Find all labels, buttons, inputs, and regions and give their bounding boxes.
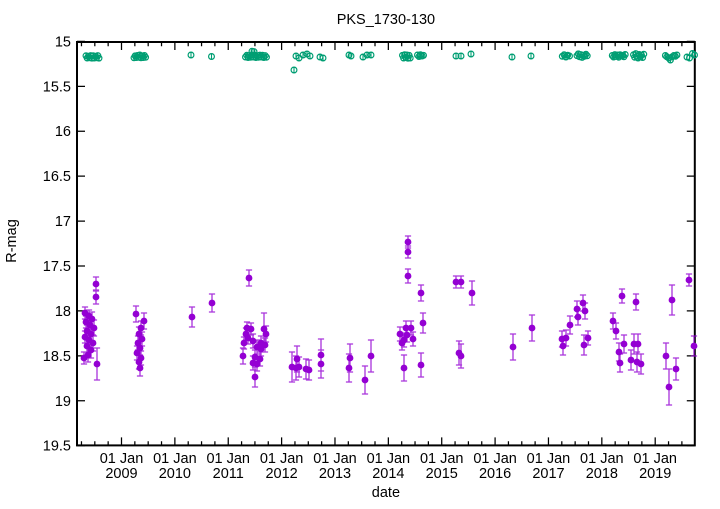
svg-text:17.5: 17.5 — [43, 259, 71, 275]
svg-text:PKS_1730-130: PKS_1730-130 — [337, 12, 435, 28]
svg-text:15: 15 — [55, 34, 71, 50]
svg-text:01 Jan: 01 Jan — [580, 451, 624, 467]
svg-text:01 Jan: 01 Jan — [527, 451, 571, 467]
svg-text:2018: 2018 — [586, 466, 618, 482]
svg-text:01 Jan: 01 Jan — [633, 451, 677, 467]
svg-text:01 Jan: 01 Jan — [367, 451, 411, 467]
svg-text:16.5: 16.5 — [43, 169, 71, 185]
svg-text:2014: 2014 — [372, 466, 404, 482]
svg-text:2009: 2009 — [105, 466, 137, 482]
svg-text:2010: 2010 — [159, 466, 191, 482]
svg-text:2015: 2015 — [426, 466, 458, 482]
svg-text:01 Jan: 01 Jan — [100, 451, 144, 467]
svg-text:18.5: 18.5 — [43, 349, 71, 365]
svg-text:01 Jan: 01 Jan — [420, 451, 464, 467]
svg-text:19: 19 — [55, 394, 71, 410]
svg-text:15.5: 15.5 — [43, 79, 71, 95]
svg-text:2011: 2011 — [213, 466, 244, 482]
svg-text:19.5: 19.5 — [43, 439, 71, 455]
svg-text:2019: 2019 — [639, 466, 671, 482]
svg-text:R-mag: R-mag — [4, 219, 20, 263]
svg-text:2012: 2012 — [265, 466, 297, 482]
svg-text:01 Jan: 01 Jan — [153, 451, 197, 467]
svg-text:01 Jan: 01 Jan — [206, 451, 250, 467]
svg-text:16: 16 — [55, 124, 71, 140]
svg-text:date: date — [372, 485, 400, 501]
svg-text:01 Jan: 01 Jan — [313, 451, 357, 467]
svg-text:17: 17 — [55, 214, 71, 230]
svg-text:18: 18 — [55, 304, 71, 320]
svg-text:2016: 2016 — [479, 466, 511, 482]
svg-text:01 Jan: 01 Jan — [260, 451, 304, 467]
svg-text:01 Jan: 01 Jan — [473, 451, 517, 467]
svg-text:2013: 2013 — [319, 466, 351, 482]
svg-text:2017: 2017 — [532, 466, 564, 482]
